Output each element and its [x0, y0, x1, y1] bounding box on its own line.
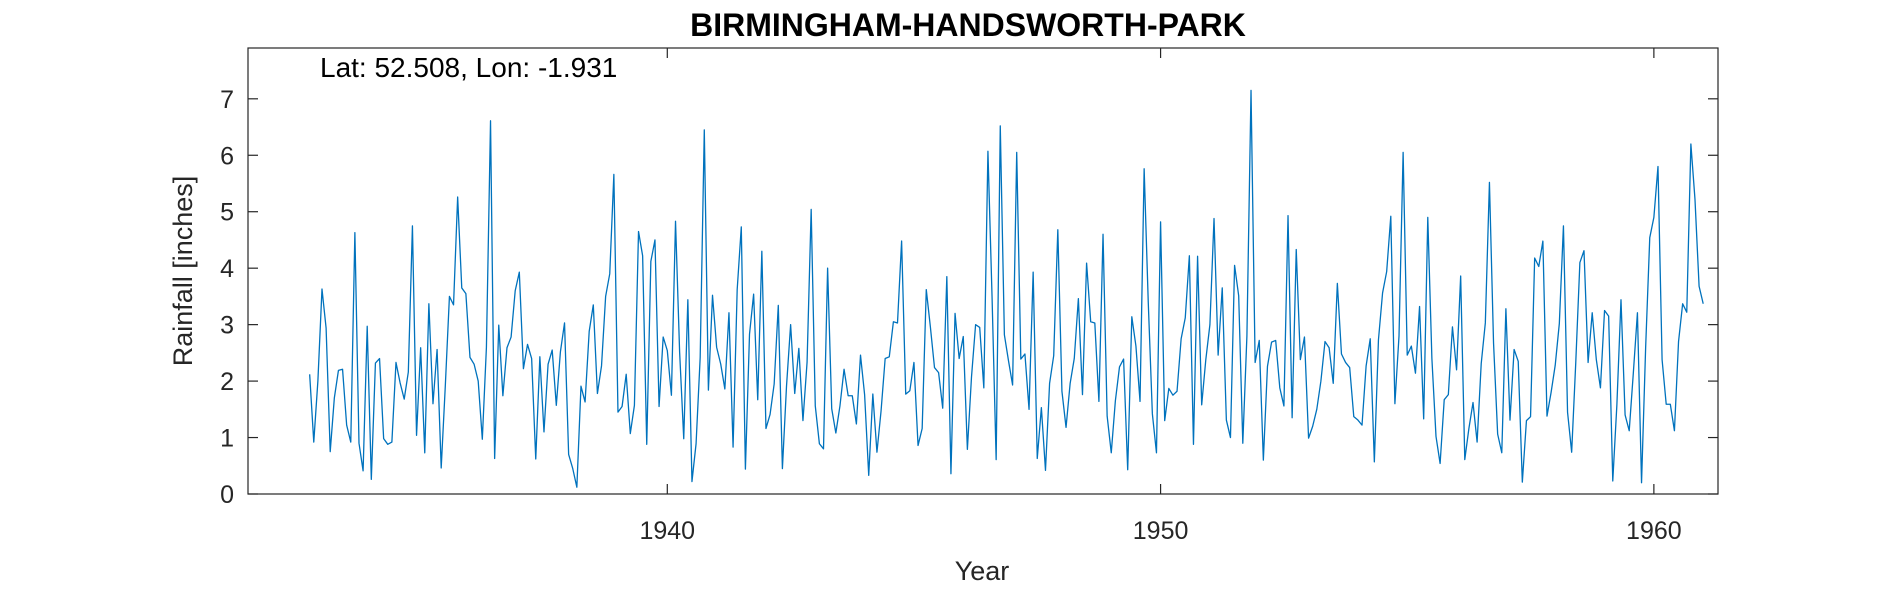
x-axis: 1940 1950 1960 [639, 48, 1682, 545]
y-tick-label: 7 [220, 86, 234, 114]
location-annotation: Lat: 52.508, Lon: -1.931 [320, 52, 617, 83]
plot-area: 0 1 2 3 4 5 6 7 1940 1950 1960 Lat: 52.508, Lon: … [220, 47, 1719, 545]
y-tick-label: 1 [220, 425, 234, 453]
chart-title: BIRMINGHAM-HANDSWORTH-PARK [690, 7, 1246, 43]
y-tick-label: 0 [220, 481, 234, 509]
series-line-rainfall [309, 89, 1704, 488]
y-tick-label: 5 [220, 199, 234, 227]
x-tick-label: 1940 [639, 517, 695, 545]
y-axis-label: Rainfall [inches] [168, 176, 198, 367]
y-tick-label: 2 [220, 368, 234, 396]
y-tick-label: 4 [220, 255, 234, 283]
y-tick-label: 3 [220, 312, 234, 340]
x-tick-label: 1960 [1626, 517, 1682, 545]
x-tick-label: 1950 [1133, 517, 1189, 545]
y-axis: 0 1 2 3 4 5 6 7 [220, 86, 1718, 509]
x-axis-label: Year [955, 556, 1010, 586]
y-tick-label: 6 [220, 142, 234, 170]
